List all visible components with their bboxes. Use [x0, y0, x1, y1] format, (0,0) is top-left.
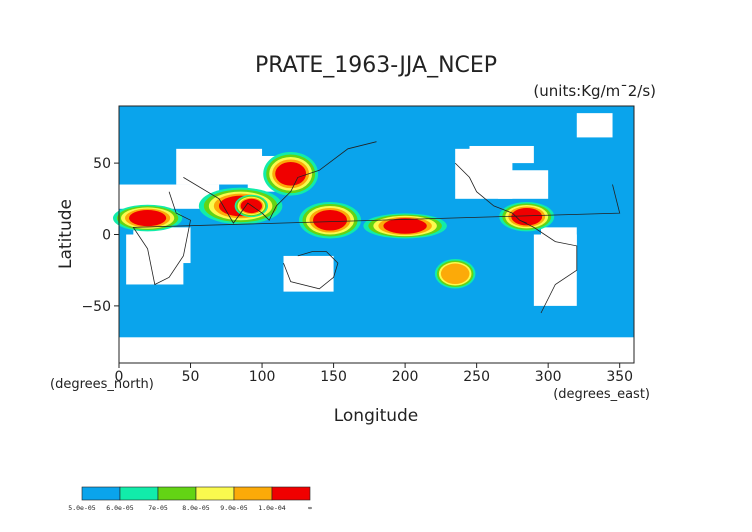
missing-data-layer	[119, 113, 634, 363]
x-tick-label: 0	[115, 369, 124, 385]
colorbar-swatch	[119, 486, 159, 501]
x-tick-label: 250	[463, 369, 490, 385]
colorbar-label: ∞	[308, 504, 312, 512]
missing-block	[576, 113, 613, 138]
colorbar-swatch	[81, 486, 121, 501]
y-axis: 50 0 −50	[81, 156, 119, 315]
precip-contour	[129, 209, 167, 227]
missing-block	[498, 170, 549, 199]
colorbar-label: 6.0e-05	[106, 504, 133, 512]
y-axis-title: Latitude	[56, 199, 76, 269]
x-tick-label: 200	[392, 369, 419, 385]
precipitation-layer	[113, 151, 555, 289]
coastline-layer	[132, 141, 621, 314]
precip-contour	[275, 161, 307, 186]
missing-block	[119, 337, 634, 363]
x-tick-label: 300	[535, 369, 562, 385]
missing-block	[283, 255, 334, 292]
x-tick-label: 100	[249, 369, 276, 385]
colorbar-label: 5.0e-05	[68, 504, 95, 512]
colorbar-label: 8.0e-05	[182, 504, 209, 512]
coastline	[183, 141, 377, 224]
missing-block	[541, 227, 577, 264]
colorbar-swatch	[157, 486, 197, 501]
plot-area	[113, 105, 635, 364]
precip-contour	[511, 207, 543, 226]
x-axis: 0 50 100 150 200 250 300 350	[115, 363, 633, 385]
colorbar-swatch	[271, 486, 311, 501]
colorbar: 5.0e-05 6.0e-05 7e-05 8.0e-05 9.0e-05 1.0e-04…	[68, 486, 312, 512]
missing-block	[133, 227, 191, 264]
coastline	[132, 184, 621, 286]
colorbar-label: 9.0e-05	[220, 504, 247, 512]
y-tick-label: 0	[102, 228, 111, 244]
units-label: (units:Kg/m¯2/s)	[533, 82, 656, 100]
coastline	[519, 219, 578, 314]
x-tick-label: 350	[606, 369, 633, 385]
y-unit-label: (degrees_north)	[50, 377, 154, 392]
precip-contour	[383, 218, 427, 234]
x-unit-label: (degrees_east)	[553, 387, 650, 402]
x-tick-label: 50	[182, 369, 200, 385]
x-axis-title: Longitude	[334, 406, 419, 426]
colorbar-label: 1.0e-04	[258, 504, 285, 512]
precip-contour	[440, 263, 470, 284]
colorbar-label: 7e-05	[148, 504, 168, 512]
missing-block	[469, 145, 534, 164]
chart-title: PRATE_1963-JJA_NCEP	[255, 53, 497, 78]
x-tick-label: 150	[320, 369, 347, 385]
colorbar-swatch	[233, 486, 273, 501]
colorbar-swatch	[195, 486, 235, 501]
y-tick-label: 50	[93, 156, 111, 172]
coastline	[283, 251, 339, 290]
precip-contour	[312, 209, 348, 231]
y-tick-label: −50	[81, 299, 111, 315]
